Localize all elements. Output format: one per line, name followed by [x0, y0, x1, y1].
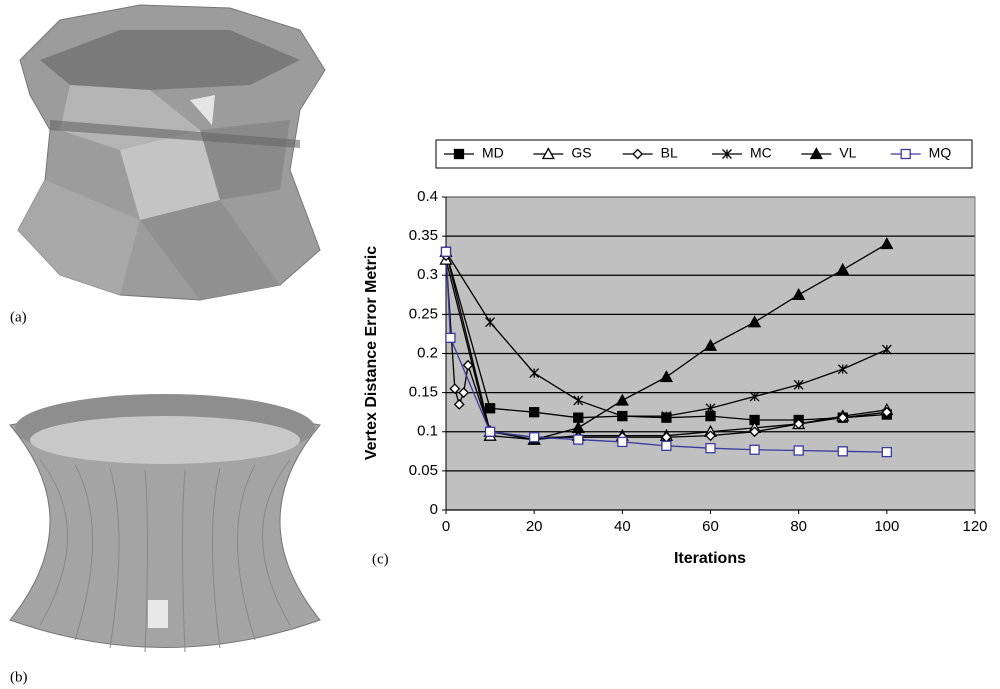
marker	[442, 247, 451, 256]
x-tick-label: 20	[526, 518, 543, 535]
marker	[486, 404, 495, 413]
y-tick-label: 0.3	[417, 266, 438, 283]
legend-label: VL	[839, 145, 856, 161]
y-tick-label: 0.05	[409, 462, 438, 479]
x-tick-label: 120	[962, 518, 987, 535]
marker	[486, 427, 495, 436]
y-tick-label: 0.4	[417, 188, 438, 205]
marker	[794, 446, 803, 455]
y-tick-label: 0.2	[417, 344, 438, 361]
marker	[455, 150, 464, 159]
legend-label: MQ	[929, 145, 952, 161]
y-tick-label: 0.25	[409, 305, 438, 322]
panel-label: (a)	[10, 309, 27, 325]
panel-label: (b)	[10, 669, 28, 685]
x-tick-label: 40	[614, 518, 631, 535]
panel-label: (c)	[372, 551, 389, 567]
x-tick-label: 80	[790, 518, 807, 535]
y-tick-label: 0.1	[417, 423, 438, 440]
marker	[446, 333, 455, 342]
y-tick-label: 0	[430, 501, 438, 518]
marker	[706, 444, 715, 453]
x-axis-title: Iterations	[674, 550, 746, 567]
figure: (a) (b) (c) Iterations Vertex Distance E…	[0, 0, 1000, 689]
legend-label: BL	[661, 145, 678, 161]
marker	[750, 445, 759, 454]
mesh-b	[10, 394, 320, 652]
marker	[901, 150, 910, 159]
mesh-a	[18, 5, 325, 300]
x-tick-label: 100	[874, 518, 899, 535]
legend-label: MD	[482, 145, 504, 161]
y-axis-title: Vertex Distance Error Metric	[363, 246, 380, 460]
y-tick-label: 0.15	[409, 384, 438, 401]
marker	[706, 412, 715, 421]
marker	[574, 435, 583, 444]
marker	[618, 437, 627, 446]
marker	[882, 448, 891, 457]
y-tick-label: 0.35	[409, 227, 438, 244]
legend-label: GS	[571, 145, 591, 161]
marker	[530, 433, 539, 442]
marker	[662, 441, 671, 450]
x-tick-label: 60	[702, 518, 719, 535]
x-tick-label: 0	[442, 518, 450, 535]
legend-label: MC	[750, 145, 772, 161]
marker	[530, 408, 539, 417]
marker	[838, 447, 847, 456]
marker	[574, 413, 583, 422]
